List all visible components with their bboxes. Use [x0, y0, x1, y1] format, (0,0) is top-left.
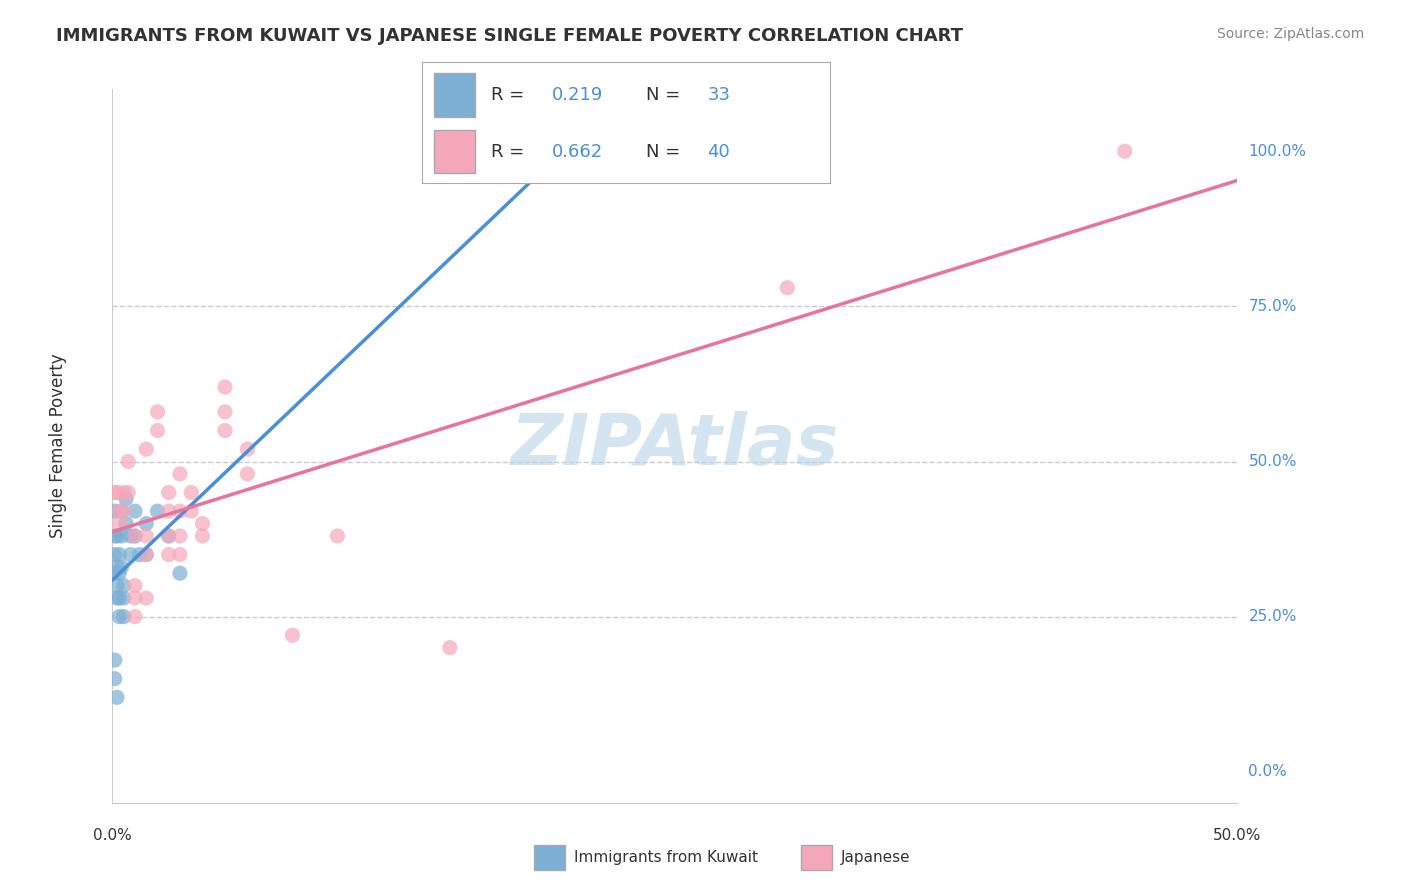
Point [281, 628, 304, 642]
Point [124, 609, 146, 624]
Point [104, 485, 127, 500]
Text: N =: N = [647, 86, 686, 104]
Point [104, 504, 127, 518]
Text: 50.0%: 50.0% [1249, 454, 1296, 469]
Text: R =: R = [491, 143, 530, 161]
Point [105, 690, 128, 705]
Point [124, 529, 146, 543]
Point [112, 609, 135, 624]
Point [135, 548, 157, 562]
Text: Immigrants from Kuwait: Immigrants from Kuwait [574, 850, 758, 864]
Point [157, 529, 180, 543]
Text: 0.662: 0.662 [553, 143, 603, 161]
Point [157, 548, 180, 562]
Point [146, 405, 169, 419]
Point [104, 548, 127, 562]
Point [124, 504, 146, 518]
Point [236, 467, 259, 481]
Point [108, 566, 131, 581]
Text: 0.0%: 0.0% [93, 828, 132, 843]
Point [135, 548, 157, 562]
Point [120, 548, 142, 562]
Point [146, 424, 169, 438]
Text: 100.0%: 100.0% [1249, 144, 1306, 159]
Text: 40: 40 [707, 143, 730, 161]
Point [104, 566, 127, 581]
Point [169, 529, 191, 543]
Point [104, 529, 127, 543]
Text: Japanese: Japanese [841, 850, 911, 864]
Point [157, 529, 180, 543]
Point [105, 591, 128, 605]
Point [776, 281, 799, 295]
Point [191, 516, 214, 531]
FancyBboxPatch shape [434, 130, 475, 173]
Point [105, 579, 128, 593]
Point [112, 579, 135, 593]
Text: 25.0%: 25.0% [1249, 609, 1296, 624]
Text: Single Female Poverty: Single Female Poverty [49, 354, 67, 538]
Point [214, 380, 236, 394]
Text: 33: 33 [707, 86, 730, 104]
Point [112, 504, 135, 518]
Point [157, 504, 180, 518]
Point [214, 405, 236, 419]
Point [110, 529, 132, 543]
Point [180, 504, 202, 518]
Point [135, 529, 157, 543]
Point [214, 424, 236, 438]
Point [135, 591, 157, 605]
Point [180, 485, 202, 500]
Point [105, 529, 128, 543]
Text: 0.0%: 0.0% [1249, 764, 1286, 780]
Text: 0.219: 0.219 [553, 86, 603, 104]
Text: IMMIGRANTS FROM KUWAIT VS JAPANESE SINGLE FEMALE POVERTY CORRELATION CHART: IMMIGRANTS FROM KUWAIT VS JAPANESE SINGL… [56, 27, 963, 45]
Point [108, 504, 131, 518]
Point [120, 529, 142, 543]
FancyBboxPatch shape [434, 73, 475, 117]
Point [105, 485, 128, 500]
Text: Source: ZipAtlas.com: Source: ZipAtlas.com [1216, 27, 1364, 41]
Point [105, 560, 128, 574]
Point [108, 548, 131, 562]
Point [135, 442, 157, 456]
Point [439, 640, 461, 655]
Point [326, 529, 349, 543]
Point [108, 516, 131, 531]
Point [124, 529, 146, 543]
Point [1114, 145, 1136, 159]
Point [146, 504, 169, 518]
Text: R =: R = [491, 86, 530, 104]
Point [128, 548, 150, 562]
Text: ZIPAtlas: ZIPAtlas [510, 411, 839, 481]
Text: 75.0%: 75.0% [1249, 299, 1296, 314]
Point [169, 566, 191, 581]
Point [124, 591, 146, 605]
Text: N =: N = [647, 143, 686, 161]
Point [115, 491, 138, 506]
Point [104, 653, 127, 667]
Point [112, 591, 135, 605]
Point [115, 516, 138, 531]
Point [135, 516, 157, 531]
Text: 50.0%: 50.0% [1213, 828, 1261, 843]
Point [117, 454, 139, 468]
Point [169, 548, 191, 562]
Point [112, 485, 135, 500]
Point [117, 485, 139, 500]
Point [110, 504, 132, 518]
Point [191, 529, 214, 543]
Point [236, 442, 259, 456]
Point [110, 560, 132, 574]
Point [157, 485, 180, 500]
Point [124, 579, 146, 593]
Point [108, 609, 131, 624]
Point [104, 672, 127, 686]
Point [108, 591, 131, 605]
Point [169, 467, 191, 481]
Point [169, 504, 191, 518]
